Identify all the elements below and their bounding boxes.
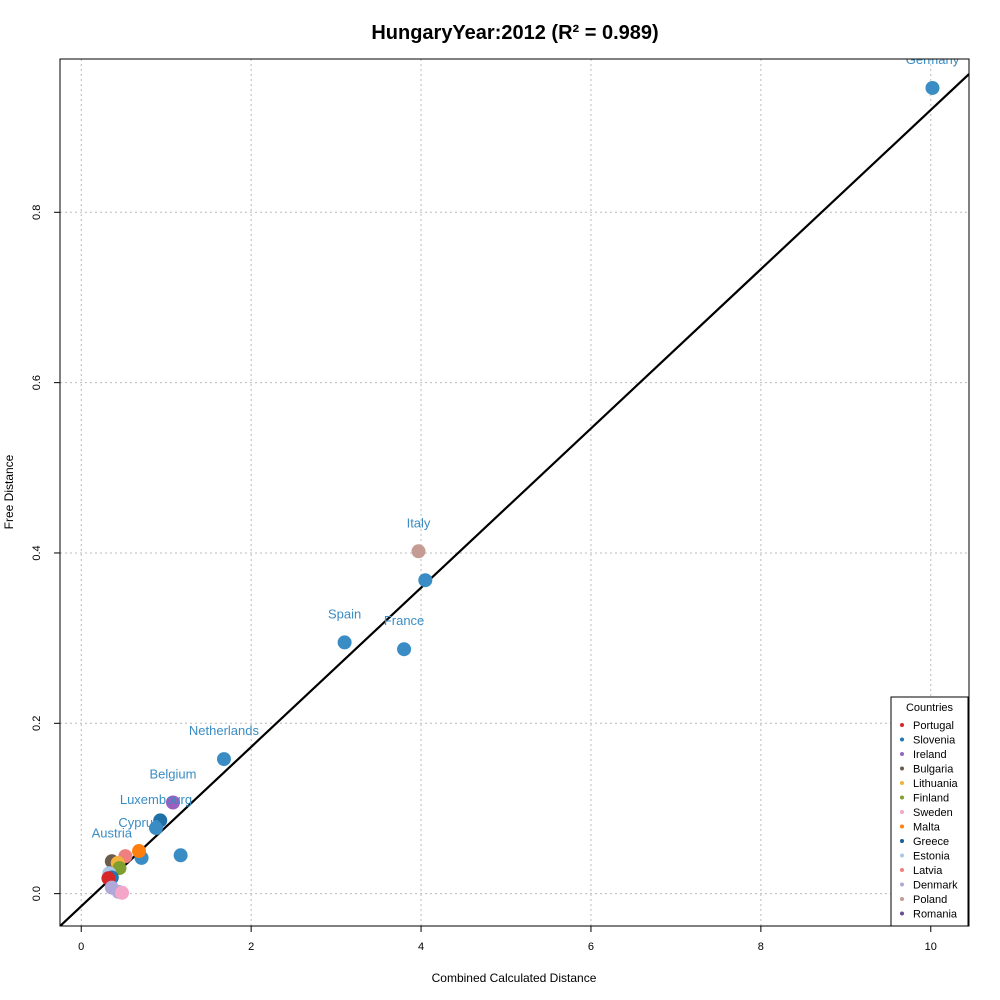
x-tick-label: 10 bbox=[925, 941, 937, 953]
y-axis-label: Free Distance bbox=[2, 454, 16, 529]
data-point bbox=[418, 573, 433, 588]
point-label: Germany bbox=[906, 52, 960, 67]
data-point bbox=[148, 821, 163, 836]
y-tick-label: 0.6 bbox=[31, 375, 43, 390]
legend-marker bbox=[900, 723, 904, 727]
legend-entry-label: Slovenia bbox=[913, 735, 956, 747]
point-label: Luxembourg bbox=[120, 792, 192, 807]
legend-entry-label: Bulgaria bbox=[913, 764, 954, 776]
data-point bbox=[337, 635, 352, 650]
legend-entry-label: Greece bbox=[913, 836, 949, 848]
legend: Countries Portugal Slovenia Ireland Bulgari… bbox=[890, 696, 969, 927]
point-label: Netherlands bbox=[189, 723, 260, 738]
point-label: Austria bbox=[92, 825, 133, 840]
point-label: France bbox=[384, 613, 424, 628]
legend-marker bbox=[900, 911, 904, 916]
x-tick-label: 0 bbox=[78, 941, 84, 953]
legend-marker bbox=[900, 824, 904, 829]
legend-entry-label: Romania bbox=[913, 909, 958, 921]
data-point bbox=[173, 848, 188, 863]
legend-entry-label: Portugal bbox=[913, 720, 954, 732]
x-tick-label: 2 bbox=[248, 941, 254, 953]
x-tick-label: 4 bbox=[418, 941, 424, 953]
data-point bbox=[397, 642, 412, 657]
fit-line bbox=[60, 73, 969, 926]
data-point bbox=[216, 752, 231, 767]
fit-line-group bbox=[60, 73, 969, 926]
legend-entry-label: Latvia bbox=[913, 865, 943, 877]
point-label: Cyprus bbox=[118, 815, 160, 830]
plot-frame bbox=[59, 58, 970, 927]
legend-marker bbox=[900, 839, 904, 843]
point-label: Italy bbox=[407, 515, 431, 530]
point-label: Belgium bbox=[150, 767, 197, 782]
legend-marker bbox=[900, 752, 904, 756]
legend-entry-label: Lithuania bbox=[913, 778, 959, 790]
legend-marker bbox=[900, 897, 904, 901]
y-axis: 0.0 0.2 0.4 0.6 0.8 bbox=[31, 205, 60, 901]
y-tick-label: 0.0 bbox=[31, 886, 43, 901]
legend-marker bbox=[900, 882, 904, 887]
legend-marker bbox=[900, 810, 904, 814]
x-tick-label: 6 bbox=[588, 941, 594, 953]
chart-title: HungaryYear:2012 (R² = 0.989) bbox=[371, 22, 658, 44]
point-label: Spain bbox=[328, 606, 361, 621]
legend-entry-label: Sweden bbox=[913, 807, 953, 819]
x-tick-label: 8 bbox=[758, 941, 764, 953]
y-tick-label: 0.2 bbox=[31, 716, 43, 731]
point-labels-group: Germany Italy Spain France Netherlands Belgiu… bbox=[92, 52, 960, 840]
legend-entry-label: Poland bbox=[913, 894, 947, 906]
legend-entries: Portugal Slovenia Ireland Bulgaria Lithuania… bbox=[900, 720, 959, 921]
data-point bbox=[165, 795, 180, 810]
data-point bbox=[925, 80, 940, 95]
legend-marker bbox=[900, 868, 904, 872]
grid bbox=[60, 59, 969, 926]
x-axis: 0 2 4 6 8 10 bbox=[78, 926, 937, 953]
points-group bbox=[101, 80, 940, 900]
legend-title: Countries bbox=[906, 702, 954, 714]
legend-marker bbox=[900, 853, 904, 858]
data-point bbox=[411, 544, 426, 559]
legend-marker bbox=[900, 795, 904, 800]
legend-marker bbox=[900, 737, 904, 742]
y-tick-label: 0.4 bbox=[31, 545, 43, 560]
data-point bbox=[132, 844, 147, 859]
data-point bbox=[115, 885, 130, 900]
x-axis-label: Combined Calculated Distance bbox=[432, 971, 597, 985]
y-tick-label: 0.8 bbox=[31, 205, 43, 220]
legend-entry-label: Denmark bbox=[913, 880, 958, 892]
legend-entry-label: Ireland bbox=[913, 749, 947, 761]
legend-entry-label: Estonia bbox=[913, 851, 951, 863]
legend-entry-label: Malta bbox=[913, 822, 941, 834]
legend-marker bbox=[900, 766, 904, 771]
legend-entry-label: Finland bbox=[913, 793, 949, 805]
legend-marker bbox=[900, 781, 904, 785]
